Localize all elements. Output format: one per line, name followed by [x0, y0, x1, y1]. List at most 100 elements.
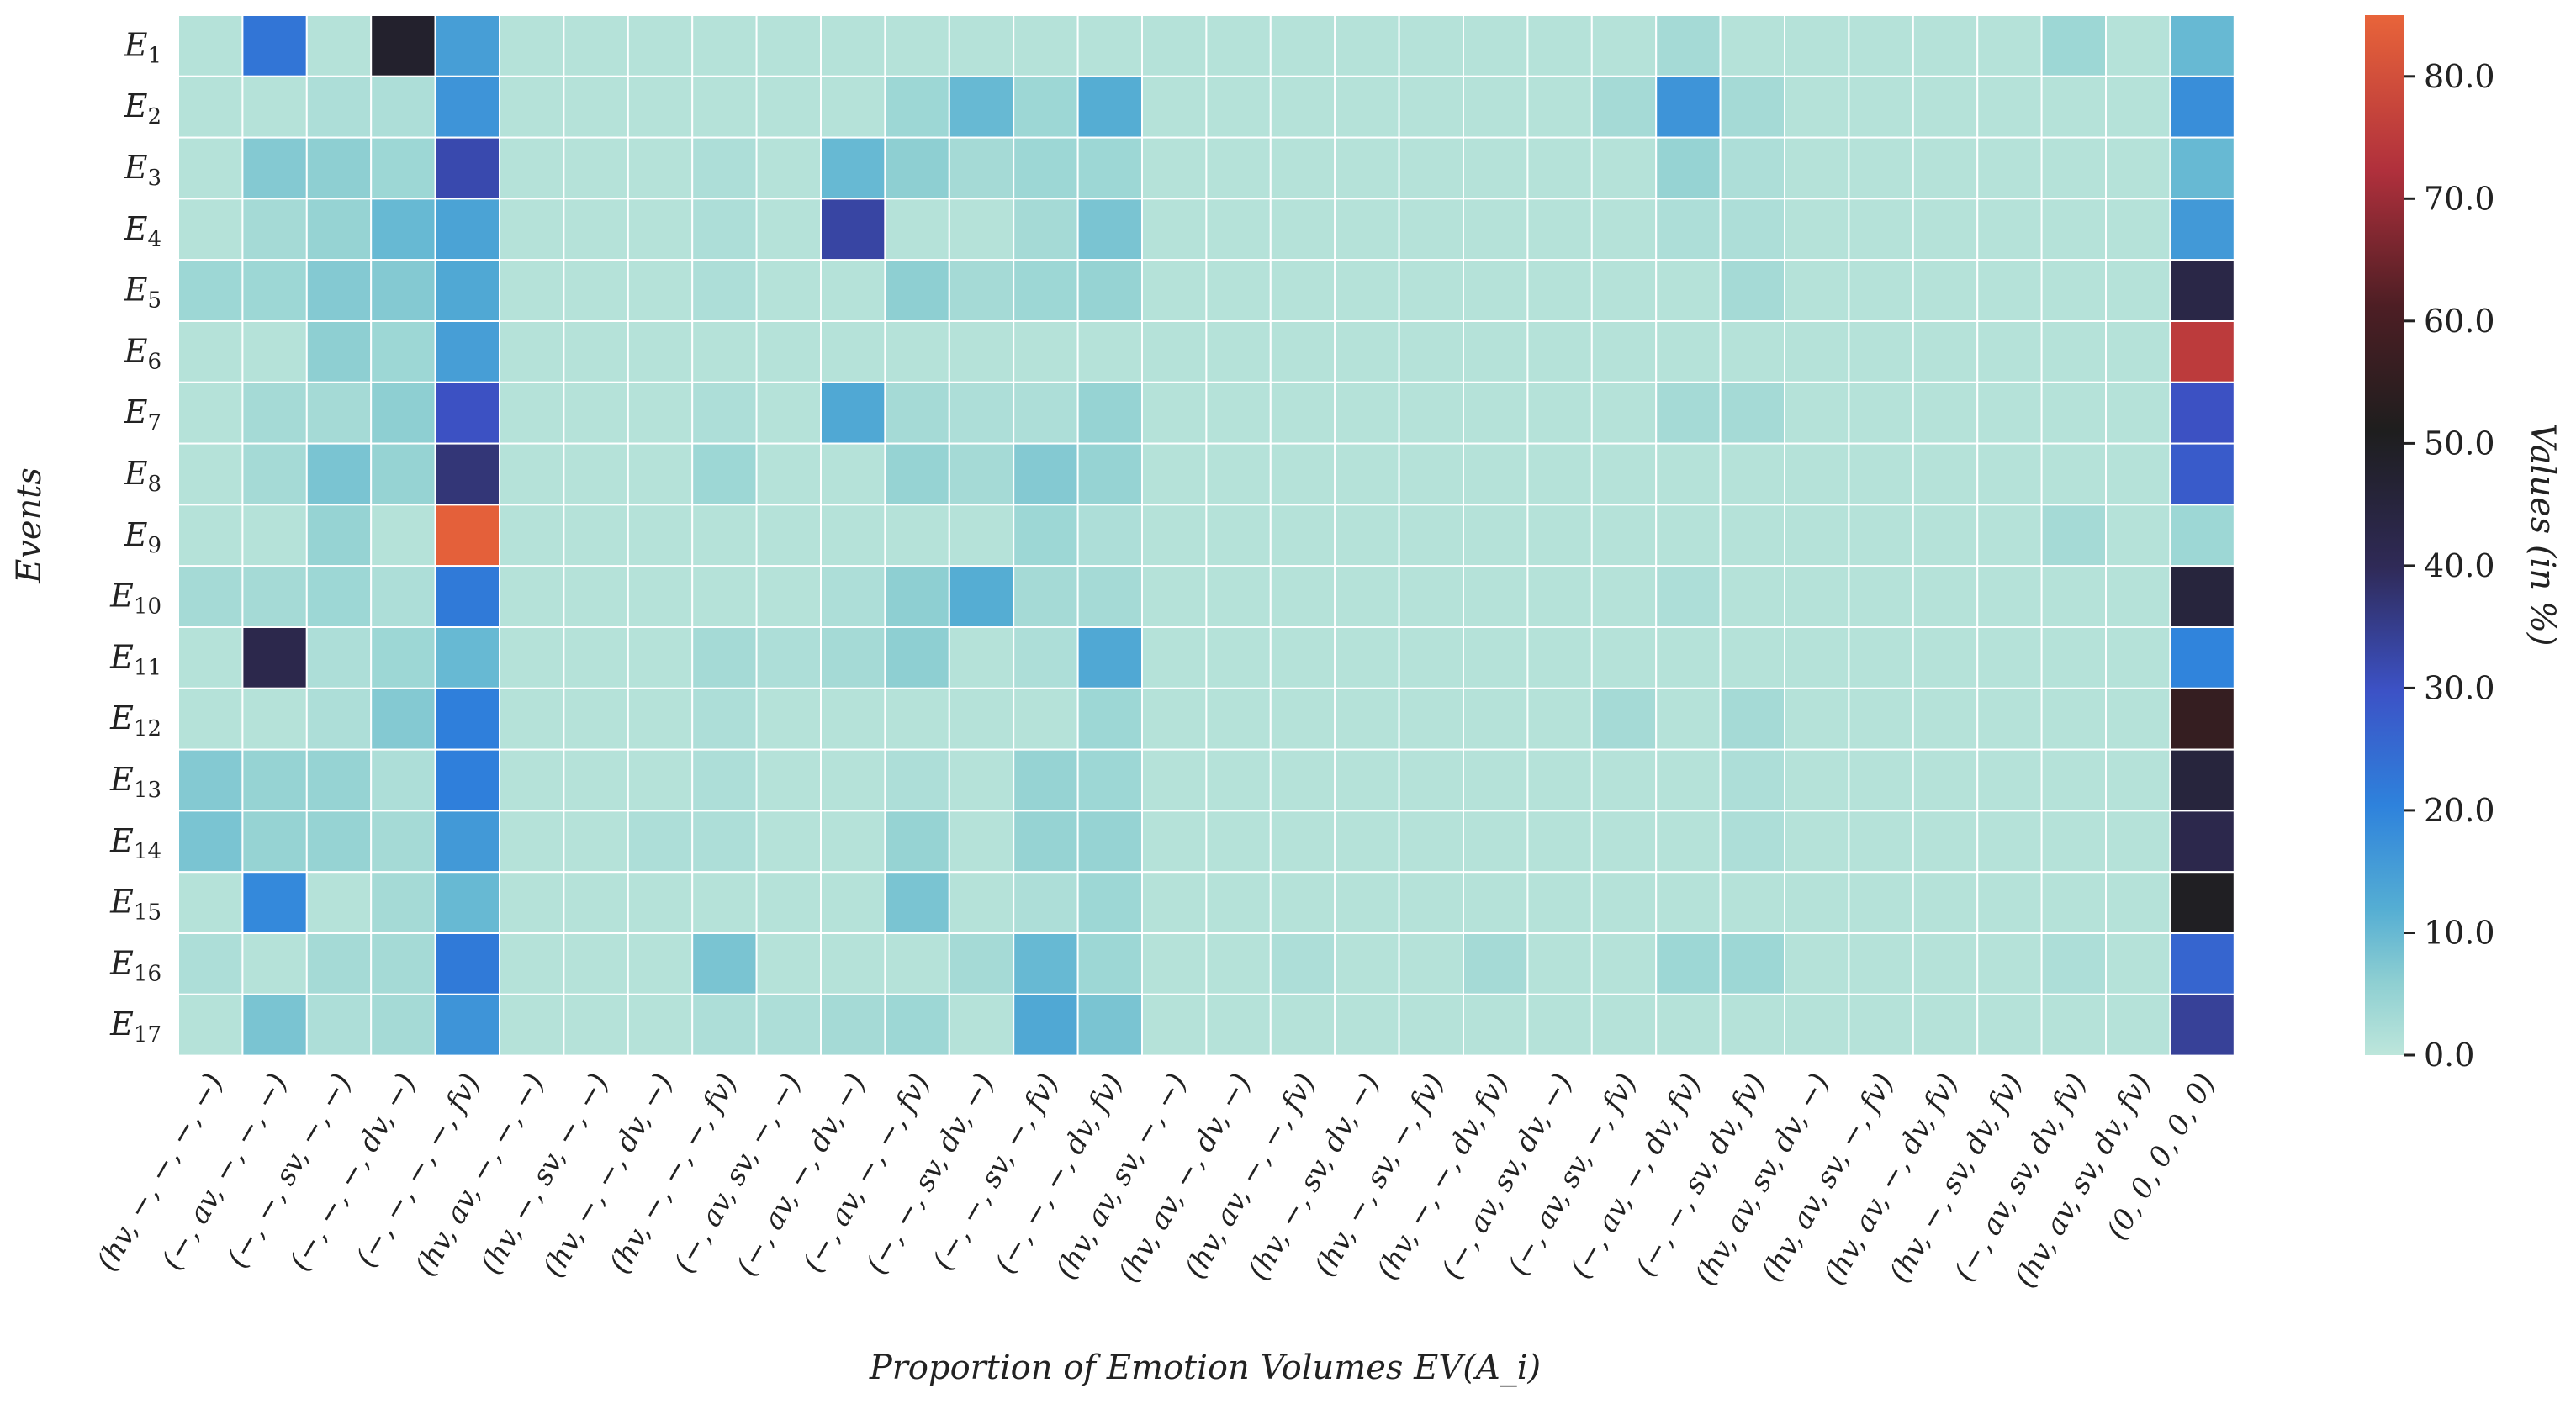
- heatmap-cell: [1912, 626, 1979, 689]
- row-label: E6: [124, 332, 161, 374]
- heatmap-cell: [1655, 198, 1722, 261]
- heatmap-cell: [2105, 259, 2171, 323]
- heatmap-cell: [884, 442, 950, 506]
- heatmap-cell: [1912, 259, 1979, 323]
- heatmap-cell: [948, 198, 1015, 261]
- heatmap-cell: [1205, 810, 1272, 874]
- heatmap-cell: [627, 687, 694, 751]
- heatmap-cell: [2040, 136, 2108, 200]
- heatmap-cell: [1076, 381, 1143, 445]
- heatmap-cell: [177, 198, 244, 261]
- heatmap-cell: [755, 810, 822, 874]
- heatmap-cell: [305, 14, 373, 77]
- heatmap-cell: [1205, 993, 1272, 1057]
- heatmap-cell: [948, 748, 1015, 812]
- heatmap-cell: [1334, 993, 1400, 1057]
- heatmap-cell: [1013, 871, 1079, 934]
- heatmap-cell: [499, 932, 565, 995]
- heatmap-cell: [1719, 198, 1785, 261]
- heatmap-cell: [1269, 381, 1336, 445]
- heatmap-cell: [499, 259, 565, 323]
- heatmap-cell: [691, 504, 758, 567]
- heatmap-cell: [2040, 687, 2108, 751]
- heatmap-cell: [177, 75, 244, 139]
- heatmap-cell: [1784, 14, 1850, 77]
- heatmap-cell: [2040, 748, 2108, 812]
- heatmap-cell: [1912, 75, 1979, 139]
- heatmap-cell: [1526, 198, 1593, 261]
- heatmap-cell: [177, 320, 244, 383]
- heatmap-cell: [2169, 442, 2235, 506]
- heatmap-cell: [1141, 381, 1208, 445]
- heatmap-cell: [1784, 381, 1850, 445]
- heatmap-cell: [2040, 381, 2108, 445]
- heatmap-cell: [1205, 626, 1272, 689]
- heatmap-cell: [370, 320, 436, 383]
- heatmap-cell: [2105, 871, 2171, 934]
- heatmap-cell: [1784, 687, 1850, 751]
- colorbar-tick-label: 80.0: [2424, 58, 2495, 95]
- heatmap-cell: [1976, 320, 2043, 383]
- heatmap-cell: [177, 871, 244, 934]
- heatmap-cell: [1334, 381, 1400, 445]
- heatmap-cell: [948, 442, 1015, 506]
- heatmap-cell: [2105, 14, 2171, 77]
- colorbar-tick-label: 50.0: [2424, 425, 2495, 462]
- heatmap-cell: [563, 810, 629, 874]
- heatmap-cell: [370, 993, 436, 1057]
- heatmap-cell: [1719, 320, 1785, 383]
- heatmap-cell: [1013, 198, 1079, 261]
- heatmap-cell: [627, 198, 694, 261]
- heatmap-cell: [948, 810, 1015, 874]
- heatmap-cell: [1269, 748, 1336, 812]
- heatmap-cell: [305, 993, 373, 1057]
- heatmap-cell: [948, 381, 1015, 445]
- heatmap-cell: [434, 320, 500, 383]
- heatmap-cell: [1976, 871, 2043, 934]
- colorbar-tick-label: 10.0: [2424, 915, 2495, 952]
- heatmap-cell: [1655, 320, 1722, 383]
- heatmap-cell: [1526, 320, 1593, 383]
- heatmap-cell: [691, 871, 758, 934]
- heatmap-cell: [1334, 198, 1400, 261]
- heatmap-cell: [1013, 14, 1079, 77]
- heatmap-cell: [1848, 748, 1914, 812]
- heatmap-cell: [2105, 748, 2171, 812]
- row-label: E3: [124, 149, 161, 191]
- heatmap-cell: [1590, 932, 1658, 995]
- heatmap-cell: [2169, 687, 2235, 751]
- heatmap-cell: [1013, 626, 1079, 689]
- heatmap-cell: [627, 136, 694, 200]
- row-labels: E1 E2 E3 E4 E5 E6 E7 E8 E9 E10 E11 E12 E13 E14 E15 E16 E…: [109, 26, 161, 1048]
- heatmap-cell: [755, 504, 822, 567]
- heatmap-cell: [1013, 381, 1079, 445]
- heatmap-cell: [177, 259, 244, 323]
- heatmap-cell: [1398, 565, 1464, 629]
- heatmap-cell: [1076, 136, 1143, 200]
- heatmap-cell: [1398, 504, 1464, 567]
- heatmap-cell: [1912, 442, 1979, 506]
- colorbar: 0.0 10.0 20.0 30.0 40.0 50.0 60.0 70.0 80.0: [2365, 15, 2495, 1074]
- heatmap-cell: [241, 932, 308, 995]
- heatmap-cell: [755, 320, 822, 383]
- heatmap-cell: [1334, 687, 1400, 751]
- heatmap-cell: [755, 626, 822, 689]
- heatmap-cell: [1076, 320, 1143, 383]
- heatmap-cell: [434, 14, 500, 77]
- heatmap-cell: [370, 442, 436, 506]
- heatmap-cell: [563, 748, 629, 812]
- heatmap-cell: [305, 259, 373, 323]
- heatmap-cell: [1013, 687, 1079, 751]
- heatmap-cell: [691, 14, 758, 77]
- heatmap-cell: [1269, 259, 1336, 323]
- heatmap-cell: [948, 871, 1015, 934]
- heatmap-cell: [1334, 136, 1400, 200]
- row-label: E15: [109, 884, 161, 926]
- heatmap-cell: [1590, 259, 1658, 323]
- heatmap-cell: [1398, 626, 1464, 689]
- heatmap-cell: [1848, 626, 1914, 689]
- heatmap-cell: [1784, 504, 1850, 567]
- heatmap-cell: [1848, 381, 1914, 445]
- heatmap-cell: [884, 320, 950, 383]
- colorbar-label: Values (in %): [2523, 423, 2562, 646]
